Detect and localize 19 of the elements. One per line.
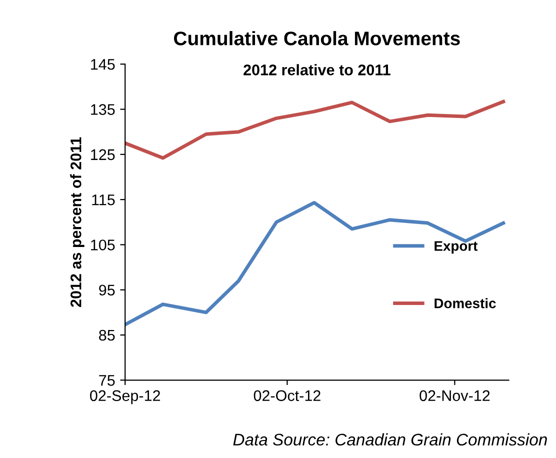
y-tick-label: 135 — [91, 104, 115, 115]
y-tick-label: 75 — [99, 375, 115, 386]
chart-subtitle: 2012 relative to 2011 — [244, 64, 390, 76]
source-note: Data Source: Canadian Grain Commission — [233, 433, 547, 446]
line-series — [125, 100, 506, 160]
y-tick-label: 115 — [92, 194, 115, 206]
chart-title: Cumulative Canola Movements — [174, 31, 460, 46]
y-tick-label: 105 — [91, 240, 115, 250]
x-tick-label: 02-Sep-12 — [90, 390, 160, 404]
y-tick-label: 125 — [91, 149, 115, 160]
legend-label: Export — [434, 241, 478, 254]
x-tick-label: 02-Nov-12 — [420, 390, 490, 402]
line-series — [125, 200, 506, 326]
y-axis-title: 2012 as percent of 2011 — [70, 137, 84, 307]
y-tick-label: 95 — [99, 284, 115, 296]
y-tick-label: 85 — [99, 330, 115, 341]
x-tick-label: 02-Oct-12 — [254, 390, 320, 402]
legend-label: Domestic — [434, 298, 496, 308]
y-tick-label: 145 — [91, 59, 115, 70]
